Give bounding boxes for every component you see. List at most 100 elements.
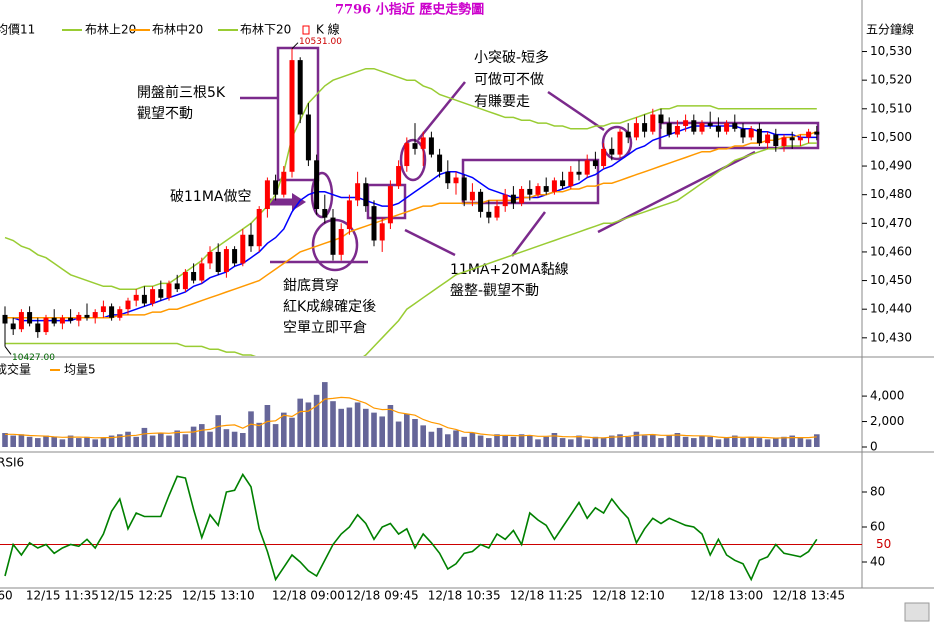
volume-bar bbox=[723, 438, 730, 447]
x-tick-label: 12/18 09:00 bbox=[272, 589, 345, 603]
volume-bar bbox=[527, 435, 533, 447]
candle-body bbox=[396, 166, 402, 187]
volume-bar bbox=[248, 411, 254, 447]
legend-label: 布林下20 bbox=[240, 23, 291, 37]
y-tick-label: 10,470 bbox=[870, 216, 912, 230]
candle-body bbox=[445, 171, 451, 184]
volume-bar bbox=[141, 427, 148, 447]
candle-body bbox=[281, 171, 287, 195]
volume-bar bbox=[650, 434, 656, 447]
volume-bar bbox=[756, 438, 763, 447]
candle-body bbox=[699, 123, 705, 132]
candle-body bbox=[428, 137, 434, 155]
volume-bar bbox=[297, 398, 303, 447]
candle-body bbox=[797, 137, 803, 141]
candle-body bbox=[592, 160, 598, 167]
pointer-line bbox=[511, 211, 546, 257]
volume-bar bbox=[223, 429, 230, 447]
annotation: 破11MA做空 bbox=[170, 189, 251, 205]
candle-body bbox=[338, 229, 344, 255]
x-tick-label: 12/18 12:10 bbox=[592, 589, 665, 603]
legend-label: 均價11 bbox=[0, 23, 35, 37]
candle-body bbox=[789, 137, 795, 141]
volume-bar bbox=[379, 416, 385, 447]
volume-bar bbox=[682, 436, 689, 447]
volume-bar bbox=[510, 436, 517, 447]
volume-bar bbox=[617, 434, 623, 447]
x-tick-label: 12/15 13:10 bbox=[182, 589, 255, 603]
volume-bar bbox=[256, 422, 262, 447]
x-tick-label: 12/15 12:25 bbox=[100, 589, 173, 603]
y-tick-label: 0 bbox=[870, 440, 878, 454]
volume-bar bbox=[59, 439, 66, 447]
highlight-circle bbox=[399, 138, 427, 182]
candle-body bbox=[174, 283, 180, 290]
volume-bar bbox=[805, 439, 812, 447]
candle-body bbox=[223, 249, 229, 272]
indicator-line bbox=[5, 142, 817, 356]
candle-body bbox=[666, 123, 672, 135]
volume-bar bbox=[346, 407, 353, 447]
volume-bar bbox=[35, 438, 41, 447]
candle-body bbox=[117, 309, 123, 318]
candle-body bbox=[43, 317, 49, 333]
candle-body bbox=[18, 312, 24, 330]
volume-bar bbox=[551, 433, 558, 447]
candle-body bbox=[59, 317, 65, 324]
volume-bar bbox=[51, 436, 57, 447]
candle-body bbox=[232, 249, 238, 264]
candle-body bbox=[191, 271, 197, 281]
volume-bar bbox=[625, 436, 631, 447]
legend-label: K 線 bbox=[316, 22, 340, 37]
scrollbar[interactable] bbox=[904, 602, 930, 622]
volume-ma-line bbox=[5, 396, 817, 439]
candle-body bbox=[674, 125, 680, 135]
candle-body bbox=[707, 123, 713, 126]
volume-bar bbox=[108, 435, 115, 447]
annotation: 盤整-觀望不動 bbox=[450, 283, 539, 299]
x-tick-label: 12/18 09:45 bbox=[346, 589, 419, 603]
volume-bar bbox=[428, 431, 435, 447]
reference-label: 50 bbox=[876, 537, 891, 551]
candle-body bbox=[551, 180, 557, 192]
candle-body bbox=[379, 223, 385, 241]
candle-body bbox=[625, 131, 631, 138]
volume-bar bbox=[215, 415, 221, 447]
volume-bar bbox=[740, 438, 746, 447]
volume-bar bbox=[543, 436, 549, 447]
volume-bar bbox=[715, 439, 722, 447]
volume-bar bbox=[699, 435, 705, 447]
volume-bar bbox=[436, 427, 443, 447]
candle-body bbox=[297, 60, 303, 115]
volume-bar bbox=[814, 434, 820, 447]
candle-body bbox=[650, 114, 656, 132]
candle-body bbox=[773, 134, 779, 147]
candle-body bbox=[576, 171, 582, 175]
volume-bar bbox=[190, 426, 197, 447]
volume-bar bbox=[568, 439, 574, 447]
candle-body bbox=[133, 294, 139, 301]
candle-body bbox=[322, 208, 328, 218]
volume-bar bbox=[600, 438, 607, 447]
highlight-box bbox=[276, 46, 320, 182]
volume-bar bbox=[502, 435, 508, 447]
indicator-line bbox=[4, 67, 817, 290]
candle-body bbox=[158, 289, 164, 298]
volume-bar bbox=[395, 421, 402, 447]
candle-body bbox=[617, 131, 623, 155]
candle-body bbox=[2, 314, 8, 324]
volume-bar bbox=[231, 431, 238, 447]
x-tick-label: 12/18 13:00 bbox=[690, 589, 763, 603]
volume-bar bbox=[559, 438, 566, 447]
candle-body bbox=[109, 306, 115, 318]
y-tick-label: 2,000 bbox=[870, 414, 904, 428]
candle-body bbox=[535, 186, 541, 195]
panel-title: RSI6 bbox=[0, 456, 24, 470]
candle-body bbox=[633, 123, 639, 138]
candle-body bbox=[543, 186, 549, 192]
y-tick-label: 60 bbox=[870, 520, 885, 534]
candle-body bbox=[355, 183, 361, 201]
candle-body bbox=[584, 160, 590, 175]
